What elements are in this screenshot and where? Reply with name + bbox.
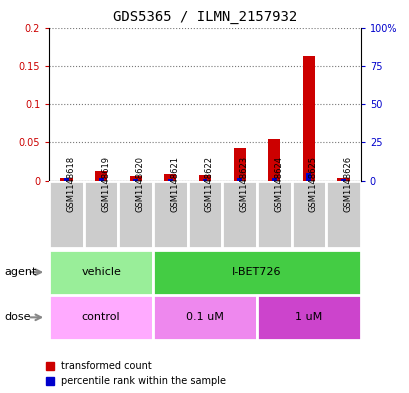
Bar <box>198 174 211 181</box>
Bar <box>153 295 256 340</box>
Bar <box>233 148 245 181</box>
Bar <box>49 181 83 248</box>
Bar <box>133 179 138 181</box>
Text: I-BET726: I-BET726 <box>231 267 281 277</box>
Bar <box>168 179 172 181</box>
Text: GSM1148621: GSM1148621 <box>170 156 179 212</box>
Bar <box>187 181 222 248</box>
Bar <box>153 181 187 248</box>
Text: agent: agent <box>4 267 36 277</box>
Legend: transformed count, percentile rank within the sample: transformed count, percentile rank withi… <box>46 361 226 386</box>
Bar <box>83 181 118 248</box>
Bar <box>256 295 360 340</box>
Bar <box>326 181 360 248</box>
Text: GSM1148626: GSM1148626 <box>343 156 352 212</box>
Bar <box>271 178 276 181</box>
Text: GSM1148624: GSM1148624 <box>274 156 283 212</box>
Bar <box>49 295 153 340</box>
Bar <box>95 171 107 181</box>
Text: 1 uM: 1 uM <box>294 312 322 322</box>
Bar <box>302 56 314 181</box>
Bar <box>222 181 256 248</box>
Bar <box>337 178 349 181</box>
Text: 0.1 uM: 0.1 uM <box>186 312 223 322</box>
Bar <box>49 250 153 295</box>
Bar <box>237 178 241 181</box>
Text: GSM1148625: GSM1148625 <box>308 156 317 212</box>
Bar <box>291 181 326 248</box>
Bar <box>118 181 153 248</box>
Bar <box>267 139 280 181</box>
Bar <box>99 178 103 181</box>
Text: dose: dose <box>4 312 31 322</box>
Text: GSM1148618: GSM1148618 <box>66 156 75 212</box>
Bar <box>256 181 291 248</box>
Bar <box>153 250 360 295</box>
Text: vehicle: vehicle <box>81 267 121 277</box>
Text: GDS5365 / ILMN_2157932: GDS5365 / ILMN_2157932 <box>112 10 297 24</box>
Text: GSM1148622: GSM1148622 <box>204 156 213 212</box>
Bar <box>306 173 310 181</box>
Text: GSM1148623: GSM1148623 <box>239 156 248 212</box>
Text: GSM1148620: GSM1148620 <box>135 156 144 212</box>
Bar <box>129 176 142 181</box>
Bar <box>340 179 345 181</box>
Bar <box>64 178 69 181</box>
Bar <box>202 179 207 181</box>
Text: GSM1148619: GSM1148619 <box>101 156 110 212</box>
Text: control: control <box>82 312 120 322</box>
Bar <box>60 178 72 181</box>
Bar <box>164 174 176 181</box>
